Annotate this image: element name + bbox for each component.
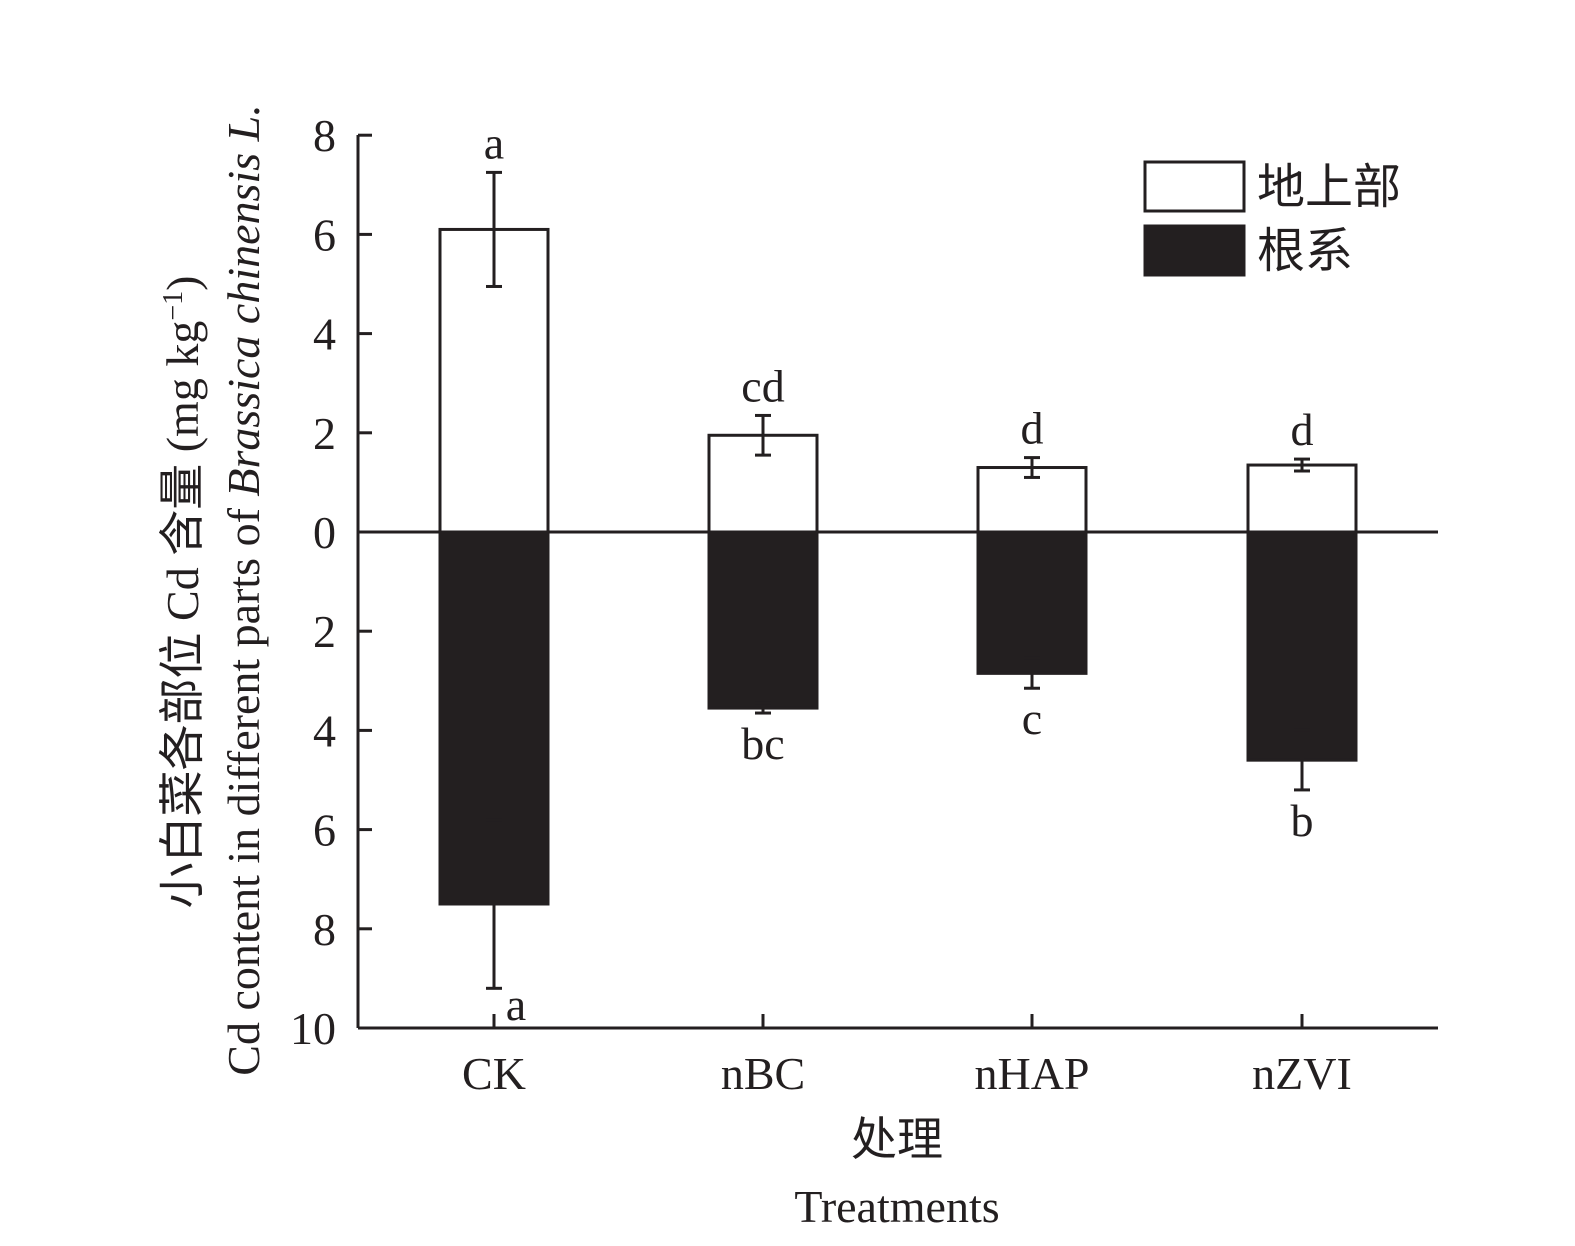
legend: 地上部 根系 xyxy=(1143,160,1401,278)
bar-root-nHAP xyxy=(976,530,1088,675)
y-axis-title-chinese-end: ) xyxy=(157,276,208,291)
error-bars-group xyxy=(486,170,1310,990)
y-tick-label-down-3: 8 xyxy=(313,904,336,955)
x-tick-label-nBC: nBC xyxy=(721,1048,805,1099)
x-axis-title-english: Treatments xyxy=(794,1181,999,1232)
legend-swatch-root xyxy=(1143,224,1246,277)
bar-root-nZVI xyxy=(1246,530,1358,762)
y-tick-label-up-3: 6 xyxy=(313,209,336,260)
y-tick-label-down-1: 4 xyxy=(313,705,336,756)
y-axis-title-english: Cd content in different parts of Brassic… xyxy=(218,104,269,1075)
legend-swatch-shoot xyxy=(1143,160,1246,213)
significance-letter-root-nHAP: c xyxy=(1022,693,1042,744)
y-tick-label-down-4: 10 xyxy=(290,1003,336,1054)
significance-letters-group: a cd d d a bc c b xyxy=(484,117,1314,1030)
x-tick-label-nZVI: nZVI xyxy=(1252,1048,1352,1099)
significance-letter-shoot-CK: a xyxy=(484,117,504,168)
bar-shoot-nZVI xyxy=(1246,463,1358,534)
significance-letter-root-nZVI: b xyxy=(1291,795,1314,846)
bars-group xyxy=(438,227,1358,906)
x-axis-ticks: CK nBC nHAP nZVI xyxy=(462,1014,1352,1099)
y-axis-title-english-italic: Brassica chinensis L. xyxy=(218,104,269,496)
y-axis-title-chinese-main: 小白菜各部位 Cd 含量 (mg kg xyxy=(157,321,208,909)
y-axis-ticks: 0 2 4 6 8 2 4 6 8 10 xyxy=(290,110,372,1054)
y-axis-title-superscript: −1 xyxy=(158,291,189,321)
x-tick-label-CK: CK xyxy=(462,1048,526,1099)
y-tick-label-up-2: 4 xyxy=(313,309,336,360)
significance-letter-root-nBC: bc xyxy=(741,718,784,769)
y-tick-label-up-0: 0 xyxy=(313,507,336,558)
bar-root-nBC xyxy=(707,530,819,710)
y-tick-label-up-1: 2 xyxy=(313,408,336,459)
significance-letter-shoot-nHAP: d xyxy=(1021,403,1044,454)
x-axis-title-chinese: 处理 xyxy=(851,1114,943,1165)
y-tick-label-down-0: 2 xyxy=(313,606,336,657)
y-tick-label-up-4: 8 xyxy=(313,110,336,161)
y-axis-title-english-prefix: Cd content in different parts of xyxy=(218,497,269,1076)
y-axis-title-chinese: 小白菜各部位 Cd 含量 (mg kg−1) xyxy=(157,276,208,909)
legend-label-shoot: 地上部 xyxy=(1257,161,1401,214)
significance-letter-shoot-nZVI: d xyxy=(1291,404,1314,455)
y-tick-label-down-2: 6 xyxy=(313,805,336,856)
x-tick-label-nHAP: nHAP xyxy=(974,1048,1089,1099)
legend-label-root: 根系 xyxy=(1257,225,1353,278)
significance-letter-root-CK: a xyxy=(506,979,526,1030)
significance-letter-shoot-nBC: cd xyxy=(741,360,784,411)
